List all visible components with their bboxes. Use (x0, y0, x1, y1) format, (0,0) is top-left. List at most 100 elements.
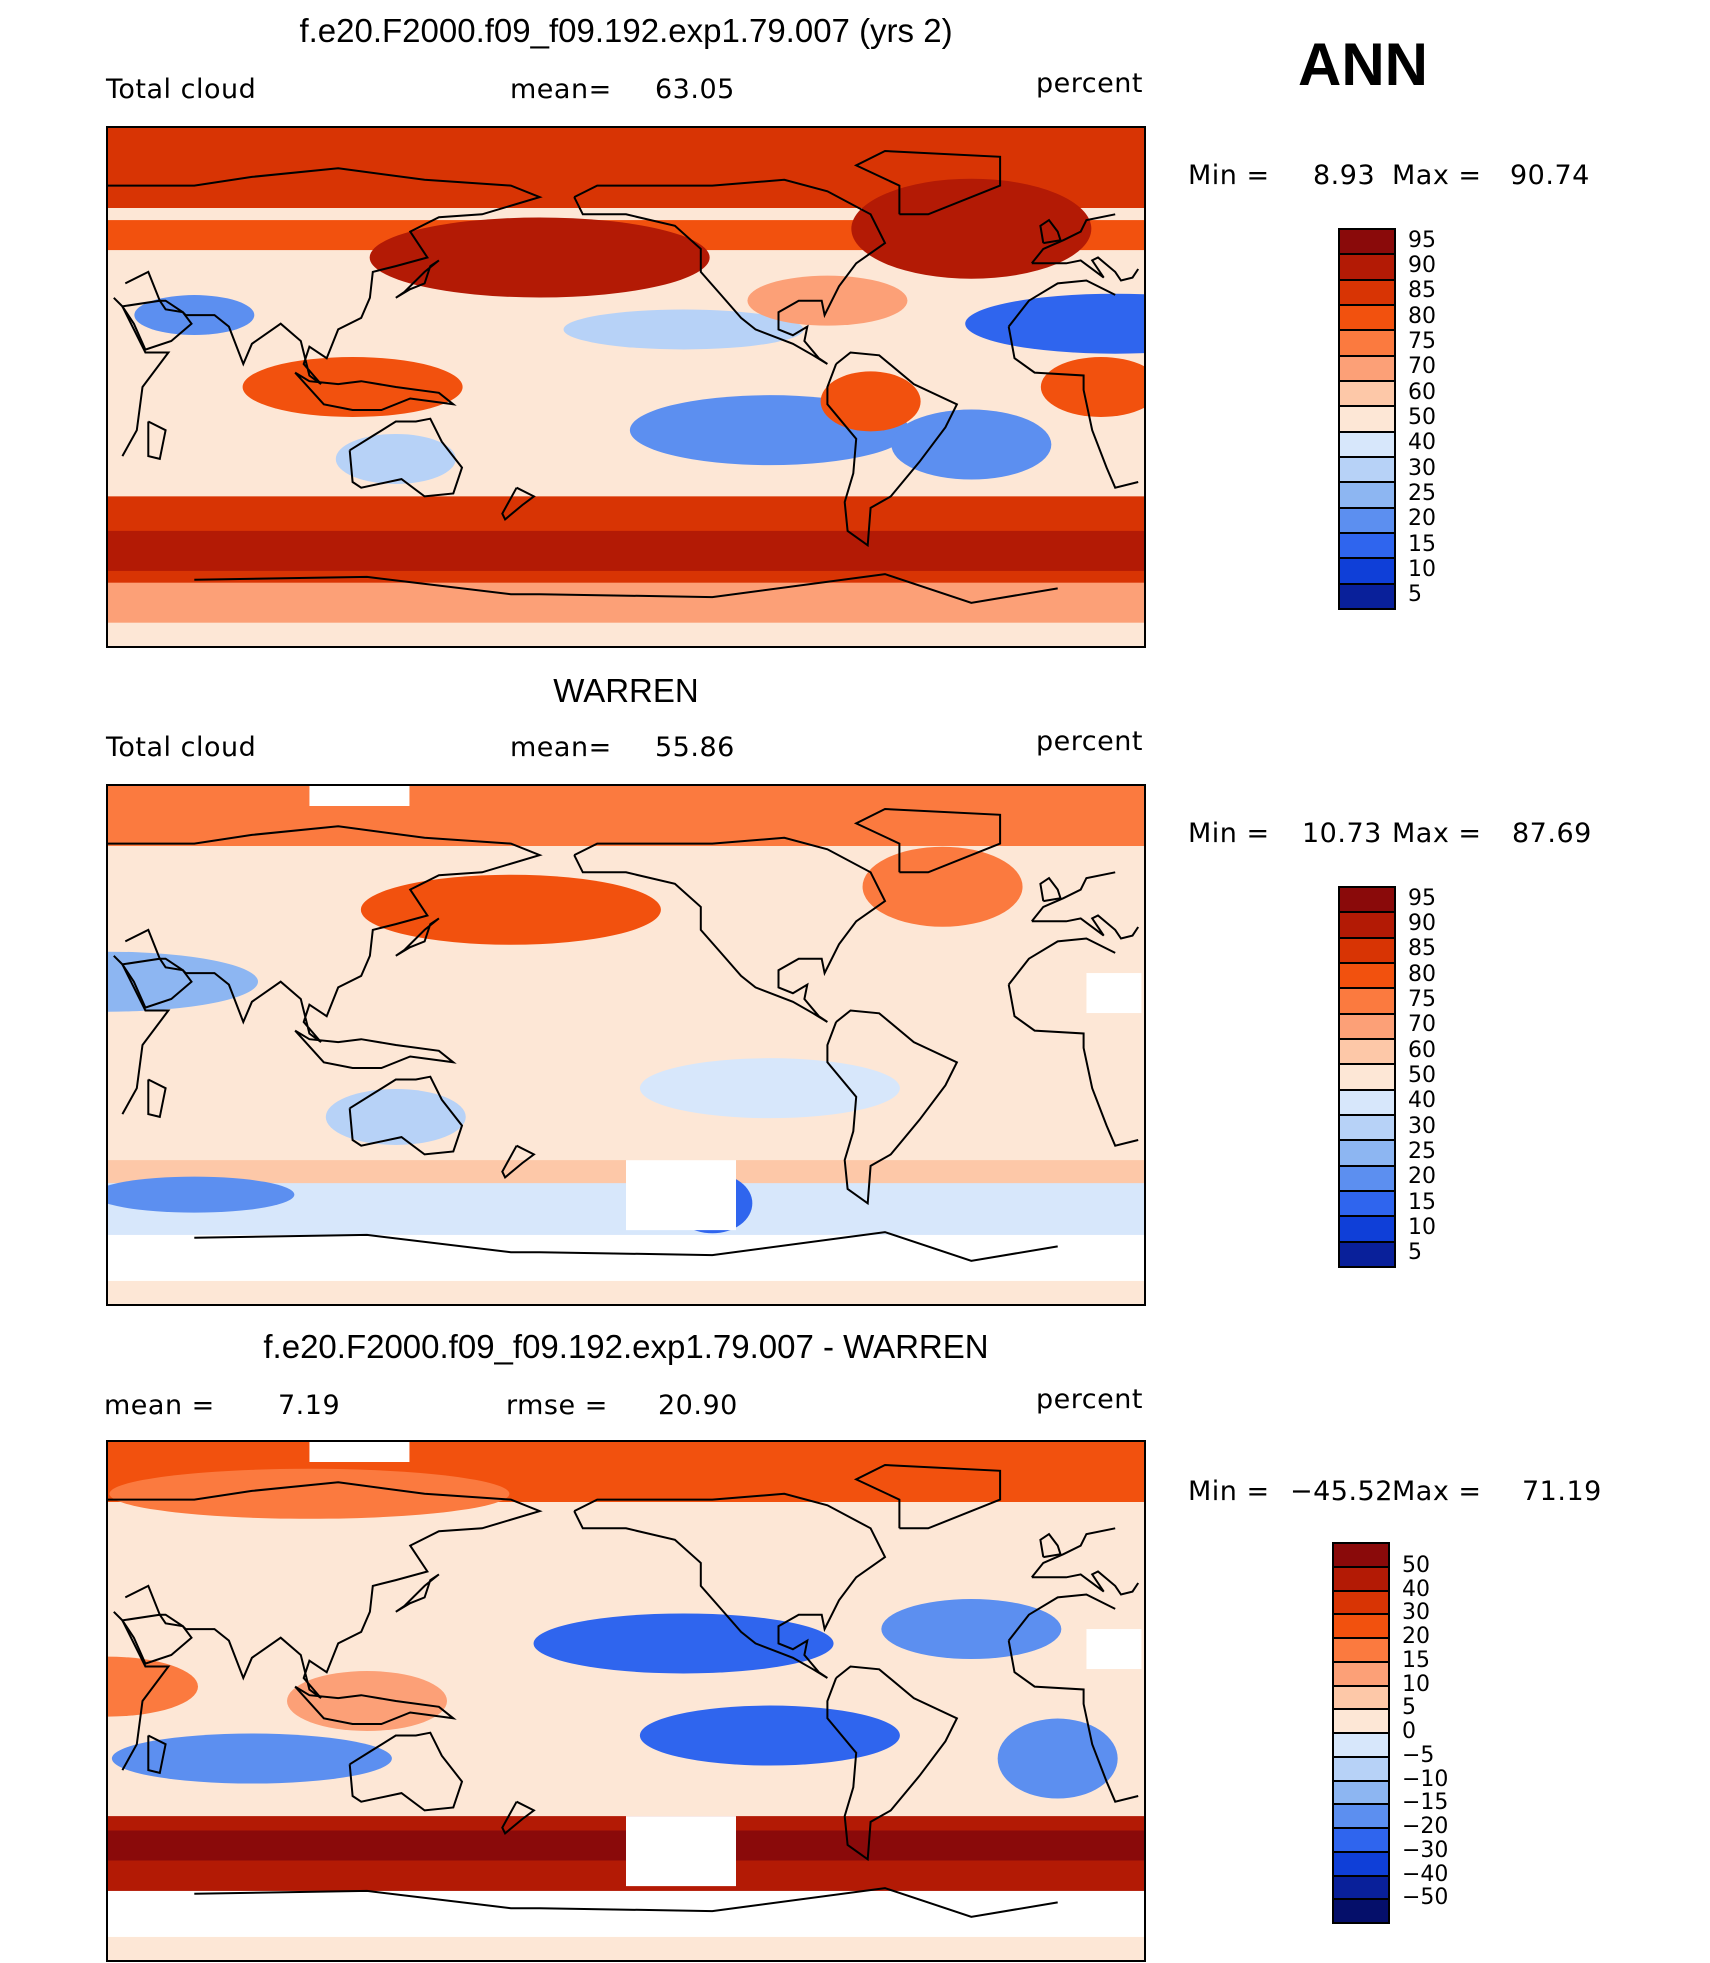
colorbar-swatch (1338, 1164, 1396, 1192)
colorbar-tick-label: 70 (1408, 354, 1436, 380)
coastline (194, 1231, 1058, 1262)
colorbar-tick-label: 25 (1408, 1139, 1436, 1164)
colorbar-tick-label: −30 (1402, 1837, 1449, 1863)
coastline (853, 1463, 1002, 1530)
colorbar-swatch (1338, 1063, 1396, 1091)
panel-2-min-value: 10.73 (1302, 818, 1382, 849)
panel-2-min-label: Min = (1188, 818, 1270, 849)
colorbar-tick-label: 20 (1408, 1164, 1436, 1190)
colorbar-tick-label: 5 (1402, 1695, 1416, 1721)
panel-2-mean-value: 55.86 (655, 732, 735, 763)
colorbar-tick-label: −50 (1402, 1885, 1449, 1911)
colorbar-swatch (1338, 506, 1396, 534)
colorbar-swatch (1332, 1660, 1390, 1687)
colorbar-swatch (1338, 380, 1396, 408)
colorbar-swatch (1332, 1874, 1390, 1901)
coastline (121, 957, 193, 1009)
colorbar-tick-label: −10 (1402, 1766, 1449, 1792)
colorbar-swatch (1332, 1803, 1390, 1829)
colorbar-tick-label: 90 (1408, 253, 1436, 278)
colorbar-swatch (1332, 1827, 1390, 1853)
colorbar-swatch (1332, 1565, 1390, 1592)
colorbar-tick-label: 40 (1402, 1576, 1430, 1602)
colorbar-swatch (1338, 1088, 1396, 1116)
coastline (121, 1613, 193, 1665)
colorbar-tick-label: 60 (1408, 379, 1436, 405)
colorbar-tick-label: 15 (1402, 1647, 1430, 1673)
panel-1-max-value: 90.74 (1510, 160, 1590, 191)
coastline (853, 807, 1002, 874)
coastline (294, 1685, 457, 1725)
coastline (294, 1029, 457, 1069)
colorbar-swatch (1338, 1190, 1396, 1218)
colorbar-swatch (1338, 962, 1396, 990)
coastline (147, 1078, 167, 1119)
panel-3-max-value: 71.19 (1522, 1476, 1602, 1507)
colorbar-tick-label: 60 (1408, 1037, 1436, 1063)
colorbar-tick-label: −15 (1402, 1790, 1449, 1816)
colorbar-swatch (1332, 1542, 1390, 1568)
coastline (573, 1492, 887, 1679)
coastline (194, 573, 1058, 604)
panel-3-units: percent (1036, 1384, 1143, 1415)
colorbar-swatch (1338, 253, 1396, 281)
colorbar-swatch (1332, 1613, 1390, 1639)
colorbar-tick-label: −5 (1402, 1742, 1435, 1768)
coastline (147, 1734, 167, 1775)
panel-3-mean-value: 7.19 (278, 1390, 341, 1421)
colorbar-tick-label: 85 (1408, 278, 1436, 304)
panel-2-max-value: 87.69 (1512, 818, 1592, 849)
coastline (1039, 1532, 1062, 1559)
coastline (1039, 876, 1062, 903)
colorbar-swatch (1332, 1589, 1390, 1616)
coastline (108, 167, 1140, 385)
colorbar-swatch (1332, 1684, 1390, 1711)
coastline (121, 299, 193, 351)
coastline (853, 149, 1002, 216)
colorbar-tick-label: 50 (1408, 1063, 1436, 1088)
coastline (194, 1887, 1058, 1918)
panel-3-min-label: Min = (1188, 1476, 1270, 1507)
coastline (573, 178, 887, 365)
colorbar-swatch (1332, 1755, 1390, 1782)
coastline (826, 1665, 959, 1862)
coastline (348, 417, 464, 498)
colorbar-swatch (1338, 354, 1396, 382)
panel-1-title: f.e20.F2000.f09_f09.192.exp1.79.007 (yrs… (299, 12, 953, 49)
colorbar-swatch (1338, 1012, 1396, 1040)
panel-2-units: percent (1036, 726, 1143, 757)
colorbar-swatch (1338, 911, 1396, 939)
colorbar-swatch (1338, 228, 1396, 256)
colorbar-swatch (1338, 1139, 1396, 1167)
colorbar-tick-label: 50 (1408, 405, 1436, 430)
colorbar-swatch (1338, 405, 1396, 433)
panel-3-rmse-label: rmse = (506, 1390, 608, 1421)
panel-2-title: WARREN (553, 672, 699, 709)
colorbar-tick-label: 10 (1408, 557, 1436, 582)
colorbar-tick-label: 5 (1408, 1240, 1422, 1266)
colorbar-tick-label: 80 (1408, 303, 1436, 329)
colorbar-swatch (1338, 1114, 1396, 1142)
colorbar-swatch (1338, 329, 1396, 357)
colorbar-tick-label: 25 (1408, 481, 1436, 506)
colorbar-swatch (1338, 304, 1396, 332)
panel-2-variable-label: Total cloud (106, 732, 257, 763)
season-label: ANN (1298, 31, 1428, 98)
coastline (573, 836, 887, 1023)
coastline (501, 486, 536, 521)
colorbar-swatch (1338, 936, 1396, 964)
colorbar-swatch (1332, 1708, 1390, 1734)
panel-2-max-label: Max = (1392, 818, 1482, 849)
colorbar-tick-label: 85 (1408, 936, 1436, 962)
coastline (294, 371, 457, 411)
panel-2-map (106, 784, 1146, 1306)
colorbar-tick-label: 20 (1402, 1624, 1430, 1649)
panel-2-mean-label: mean= (510, 732, 612, 763)
coastline (348, 1075, 464, 1156)
coastline (826, 1009, 959, 1206)
colorbar-swatch (1338, 532, 1396, 560)
colorbar-tick-label: 50 (1402, 1552, 1430, 1578)
panel-1-max-label: Max = (1392, 160, 1482, 191)
coastline (395, 259, 440, 299)
colorbar-tick-label: 40 (1408, 1088, 1436, 1114)
